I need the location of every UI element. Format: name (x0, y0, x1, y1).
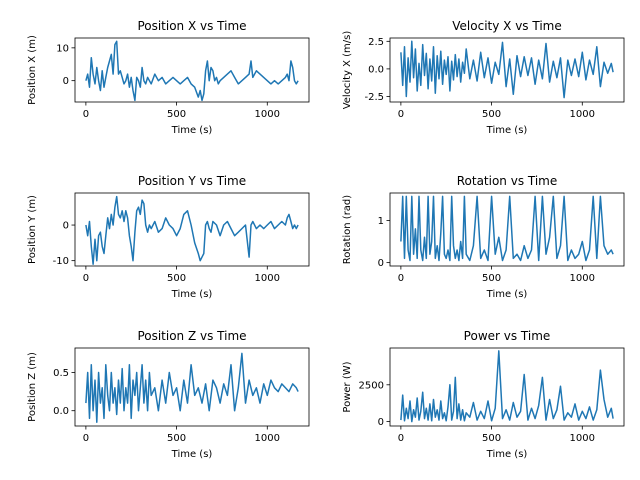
y-axis-label: Position X (m) (27, 35, 38, 105)
axes-frame (74, 37, 310, 103)
chart-title: Position X vs Time (137, 19, 246, 33)
series-line (400, 350, 614, 423)
x-axis-label: Time (s) (486, 125, 528, 136)
x-tick-label: 500 (167, 433, 186, 444)
y-tick-label: -2.5 (364, 92, 384, 103)
x-tick-label: 500 (167, 273, 186, 284)
y-axis-label: Position Z (m) (27, 352, 38, 422)
y-axis-label: Rotation (rad) (342, 195, 353, 264)
x-tick-label: 500 (167, 109, 186, 120)
axes-frame (389, 37, 625, 103)
x-tick-label: 1000 (570, 433, 595, 444)
y-tick-label: 0.5 (53, 368, 69, 379)
axes-frame (389, 192, 625, 267)
chart-panel: Rotation vs Time 0 500 1000 0 1 Time (s) Rotati… (342, 174, 625, 300)
y-tick-label: 2.5 (368, 37, 384, 48)
chart-panel: Position X vs Time 0 500 1000 0 10 Time (s) Pos… (27, 19, 310, 136)
x-axis-label: Time (s) (486, 289, 528, 300)
x-tick-label: 1000 (255, 433, 280, 444)
chart-panel: Position Z vs Time 0 500 1000 0.0 0.5 Time (s)… (27, 329, 310, 460)
y-tick-label: 0.0 (53, 406, 69, 417)
y-axis-label: Position Y (m) (27, 195, 38, 264)
axes-frame (389, 347, 625, 427)
x-tick-label: 500 (482, 273, 501, 284)
y-tick-label: -10 (53, 256, 69, 267)
y-axis-label: Power (W) (342, 361, 353, 412)
x-axis-label: Time (s) (171, 125, 213, 136)
series-line (400, 195, 614, 262)
x-tick-label: 1000 (570, 273, 595, 284)
x-tick-label: 1000 (255, 109, 280, 120)
y-tick-label: 0 (63, 221, 69, 232)
series-line (85, 352, 299, 423)
chart-title: Velocity X vs Time (452, 19, 561, 33)
y-tick-label: 0 (378, 258, 384, 269)
chart-title: Position Z vs Time (137, 329, 246, 343)
series-line (400, 40, 614, 99)
y-tick-label: 0.0 (368, 64, 384, 75)
x-tick-label: 500 (482, 109, 501, 120)
series-line (85, 40, 299, 102)
chart-title: Position Y vs Time (138, 174, 246, 188)
series-line (85, 195, 299, 265)
x-tick-label: 0 (398, 273, 404, 284)
y-axis-label: Velocity X (m/s) (342, 31, 353, 110)
y-tick-label: 2500 (359, 380, 384, 391)
axes-frame (74, 347, 310, 427)
y-tick-label: 10 (56, 43, 69, 54)
x-tick-label: 0 (83, 273, 89, 284)
y-tick-label: 1 (378, 216, 384, 227)
chart-panel: Velocity X vs Time 0 500 1000 -2.5 0.0 2.5 Time… (342, 19, 625, 136)
x-tick-label: 500 (482, 433, 501, 444)
x-tick-label: 1000 (570, 109, 595, 120)
axes-frame (74, 192, 310, 267)
x-tick-label: 0 (398, 433, 404, 444)
x-axis-label: Time (s) (171, 449, 213, 460)
chart-panel: Position Y vs Time 0 500 1000 -10 0 Time (s) Po… (27, 174, 310, 300)
x-tick-label: 0 (83, 109, 89, 120)
x-tick-label: 1000 (255, 273, 280, 284)
x-axis-label: Time (s) (486, 449, 528, 460)
chart-title: Rotation vs Time (457, 174, 558, 188)
x-axis-label: Time (s) (171, 289, 213, 300)
y-tick-label: 0 (378, 417, 384, 428)
x-tick-label: 0 (83, 433, 89, 444)
chart-panel: Power vs Time 0 500 1000 0 2500 Time (s) Power … (342, 329, 625, 460)
chart-title: Power vs Time (464, 329, 551, 343)
y-tick-label: 0 (63, 76, 69, 87)
x-tick-label: 0 (398, 109, 404, 120)
